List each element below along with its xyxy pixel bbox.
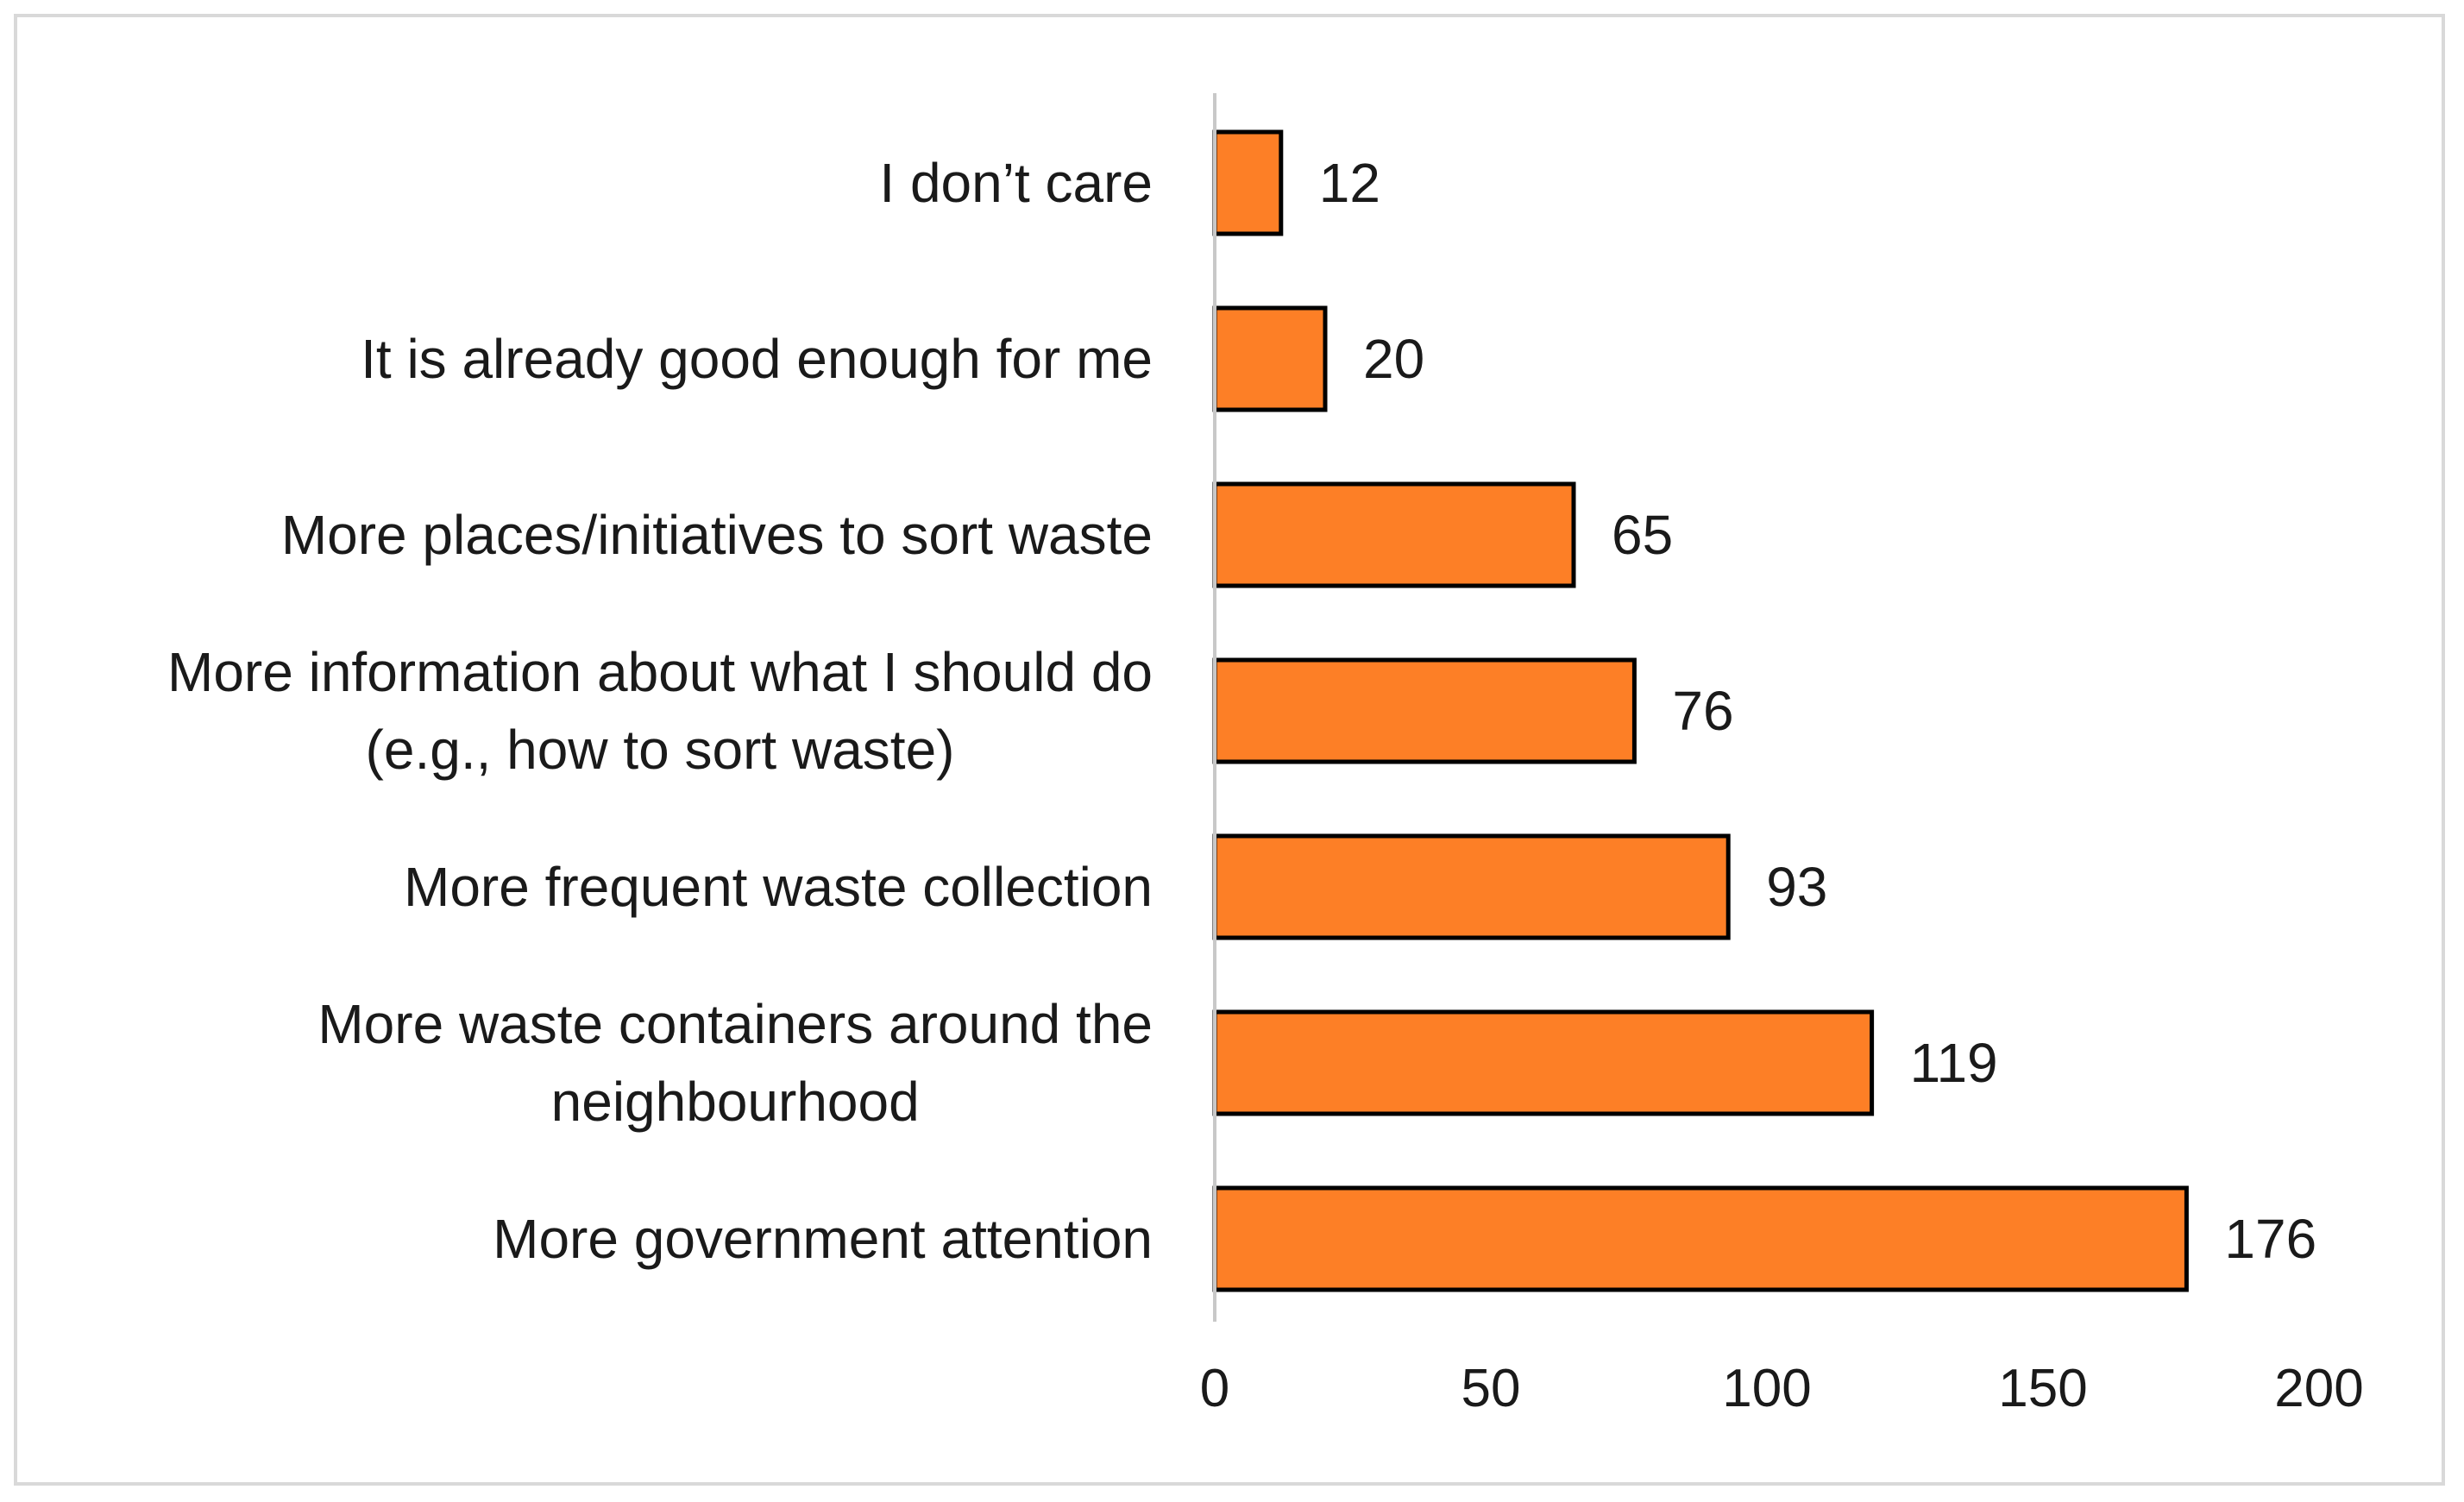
data-label: 93 xyxy=(1766,856,1827,918)
category-label: More government attention xyxy=(493,1208,1153,1270)
bars-layer xyxy=(1212,129,2189,1292)
bar xyxy=(1212,833,1731,940)
category-label: More information about what I should do xyxy=(167,641,1153,703)
bar xyxy=(1212,481,1576,588)
x-tick-label: 150 xyxy=(1998,1359,2087,1418)
data-label: 176 xyxy=(2224,1208,2316,1270)
category-label: More waste containers around the xyxy=(317,993,1153,1055)
category-label: More frequent waste collection xyxy=(404,856,1153,918)
x-tick-label: 50 xyxy=(1461,1359,1521,1418)
bar xyxy=(1212,1009,1875,1116)
bar xyxy=(1212,1185,2189,1292)
bar xyxy=(1212,305,1328,412)
category-label: More places/initiatives to sort waste xyxy=(281,504,1153,566)
data-label: 20 xyxy=(1363,328,1424,390)
category-label: I don’t care xyxy=(879,152,1153,214)
bar xyxy=(1212,657,1637,764)
data-label: 76 xyxy=(1672,680,1733,742)
category-label: (e.g., how to sort waste) xyxy=(366,719,955,781)
x-axis-ticks: 0 50 100 150 200 xyxy=(1200,1359,2364,1418)
x-tick-label: 200 xyxy=(2274,1359,2363,1418)
value-labels: 12 20 65 76 93 119 176 xyxy=(1319,152,2316,1270)
bar xyxy=(1212,129,1284,236)
x-tick-label: 0 xyxy=(1200,1359,1229,1418)
data-label: 119 xyxy=(1910,1032,1998,1094)
x-tick-label: 100 xyxy=(1722,1359,1811,1418)
category-labels: I don’t care It is already good enough fo… xyxy=(167,152,1153,1270)
category-label: It is already good enough for me xyxy=(361,328,1153,390)
data-label: 12 xyxy=(1319,152,1380,214)
data-label: 65 xyxy=(1612,504,1673,566)
category-label: neighbourhood xyxy=(551,1071,920,1133)
